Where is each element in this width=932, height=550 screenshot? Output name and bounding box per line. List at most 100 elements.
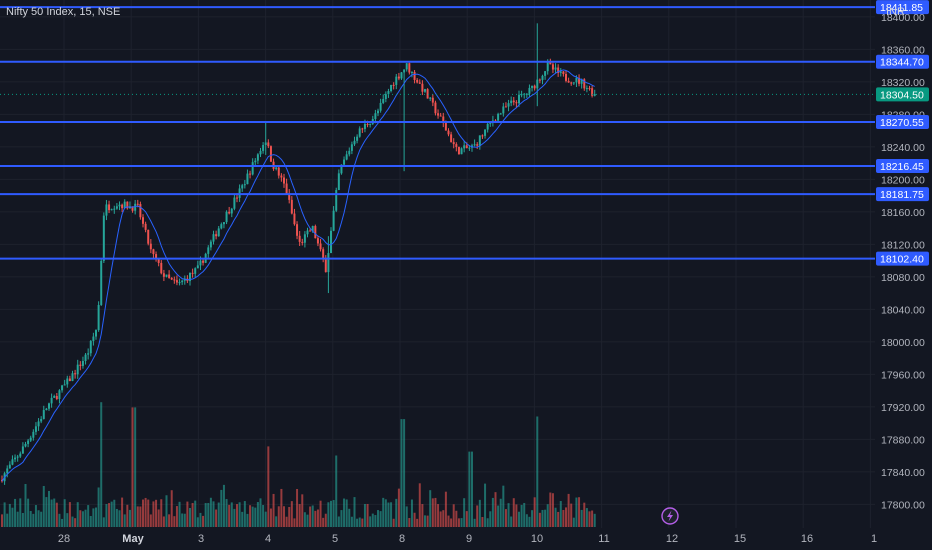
candle-body — [481, 135, 484, 137]
candle-body — [243, 184, 246, 186]
candle-body — [254, 160, 257, 163]
candle-body — [384, 94, 387, 100]
volume-bar — [408, 518, 411, 527]
candle-body — [376, 110, 379, 114]
volume-bar — [136, 506, 139, 527]
x-tick-label: 9 — [466, 533, 472, 545]
volume-bar — [50, 499, 53, 527]
volume-bar — [212, 501, 215, 527]
volume-bar — [168, 514, 171, 527]
candle-body — [335, 190, 338, 211]
volume-bar — [502, 485, 505, 527]
candle-body — [199, 260, 202, 266]
candle-body — [395, 76, 398, 85]
price-axis[interactable]: 17760.0017800.0017840.0017880.0017920.00… — [875, 0, 932, 544]
candle-body — [314, 226, 317, 239]
candle-body — [222, 222, 225, 225]
volume-bar — [371, 513, 374, 527]
candle-body — [562, 71, 565, 74]
volume-bar — [3, 502, 6, 527]
candle-body — [564, 73, 567, 81]
volume-bar — [144, 497, 147, 527]
candle-body — [175, 280, 178, 283]
horizontal-levels[interactable] — [0, 6, 932, 260]
candle-body — [194, 268, 197, 274]
candle-body — [92, 336, 95, 341]
volume-bar — [228, 504, 231, 527]
volume-bar — [403, 419, 406, 527]
volume-bar — [374, 515, 377, 527]
y-tick-label: 17840.00 — [881, 467, 925, 479]
volume-bar — [139, 506, 142, 527]
level-label: 18344.70 — [880, 57, 924, 69]
volume-bar — [327, 502, 330, 527]
candle-body — [34, 426, 37, 432]
volume-bar — [531, 510, 534, 527]
volume-bar — [410, 499, 413, 527]
candle-body — [497, 113, 500, 121]
volume-bar — [296, 489, 299, 527]
volume-bar — [68, 502, 71, 527]
volume-bar — [157, 509, 160, 527]
level-label-box — [876, 0, 929, 15]
candle-body — [387, 91, 390, 95]
candle-body — [484, 129, 487, 136]
volume-bar — [549, 492, 552, 527]
volume-bar — [235, 504, 238, 527]
volume-bar — [348, 508, 351, 527]
volume-bar — [126, 504, 129, 527]
volume-bar — [544, 509, 547, 527]
candle-body — [538, 79, 541, 81]
candle-body — [588, 88, 591, 90]
level-label: 18181.75 — [880, 189, 924, 201]
candle-body — [121, 204, 124, 209]
candle-body — [123, 201, 126, 209]
volume-bar — [165, 495, 168, 527]
candle-body — [450, 134, 453, 143]
volume-bar — [267, 446, 270, 527]
volume-bar — [350, 516, 353, 527]
volume-bar — [572, 517, 575, 527]
candle-body — [382, 99, 385, 103]
candle-body — [447, 130, 450, 135]
candle-body — [397, 76, 400, 79]
volume-bar — [559, 501, 562, 527]
volume-bar — [40, 511, 43, 527]
candle-body — [554, 67, 557, 70]
volume-bar — [230, 502, 233, 527]
volume-bar — [429, 490, 432, 527]
volume-bar — [81, 511, 84, 527]
volume-bar — [275, 516, 278, 527]
volume-bar — [379, 511, 382, 527]
candle-body — [170, 277, 173, 280]
candle-body — [126, 201, 129, 209]
y-tick-label: 17800.00 — [881, 499, 925, 511]
volume-bar — [32, 513, 35, 527]
candle-body — [173, 279, 176, 281]
volume-bar — [241, 511, 244, 527]
candle-body — [40, 418, 43, 422]
volume-bar — [100, 402, 103, 527]
volume-bar — [47, 490, 50, 527]
replay-button[interactable] — [661, 507, 679, 525]
candle-body — [301, 241, 304, 243]
volume-bars — [1, 402, 596, 527]
time-axis[interactable]: 28 May 3 4 5 8 9 10 11 12 15 16 1 — [0, 528, 932, 550]
candle-body — [559, 71, 562, 73]
volume-bar — [207, 502, 210, 527]
volume-bar — [460, 518, 463, 527]
volume-bar — [131, 407, 134, 527]
candle-body — [463, 145, 466, 149]
y-tick-label: 18400.00 — [881, 12, 925, 24]
last-price-box — [876, 87, 929, 102]
volume-bar — [452, 504, 455, 527]
candle-body — [19, 453, 22, 457]
volume-bar — [363, 503, 366, 527]
candle-body — [489, 122, 492, 124]
volume-bar — [400, 419, 403, 527]
candle-body — [442, 116, 445, 124]
volume-bar — [588, 511, 591, 527]
volume-bar — [481, 516, 484, 527]
volume-bar — [322, 517, 325, 527]
